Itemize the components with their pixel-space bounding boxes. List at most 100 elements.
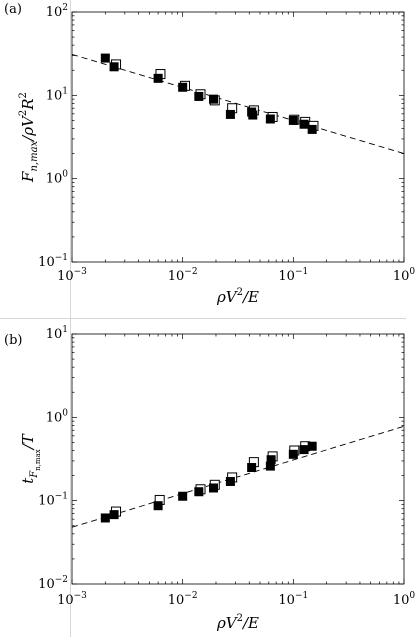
y-axis-label-tail: /T [19, 433, 37, 451]
y-axis-label-r: R [19, 98, 37, 110]
y-axis-label-main: t [19, 477, 37, 484]
panel-label: (b) [4, 333, 22, 348]
data-point-filled [153, 501, 163, 511]
panel-label: (a) [4, 2, 22, 17]
data-point-filled [288, 449, 298, 459]
x-axis-label: ρV2/E [216, 613, 259, 632]
fit-line [71, 425, 405, 528]
data-point-filled [178, 491, 188, 501]
data-point-filled [247, 463, 257, 473]
data-point-filled [307, 124, 317, 134]
y-axis-label-mid: /ρV [19, 114, 37, 143]
plot-area-frame [71, 11, 405, 263]
y-tick-label-exponent: −1 [55, 253, 68, 263]
x-axis-label-sup: 2 [237, 613, 243, 624]
x-axis-label-main: ρV [216, 614, 239, 632]
y-axis-label-sub2: n,max [34, 449, 42, 471]
data-point-filled [100, 513, 110, 523]
y-tick-label: 10−1 [38, 492, 68, 509]
y-tick-label: 10−2 [38, 575, 68, 592]
y-tick-label: 100 [46, 408, 69, 425]
panel-separator [0, 318, 406, 319]
y-axis-label-sub: n,max [29, 140, 40, 171]
panel-b-frame-edge [70, 319, 71, 637]
data-point-filled [307, 441, 317, 451]
data-point-filled [299, 119, 309, 129]
data-point-filled [100, 53, 110, 63]
x-tick-label-base: 10 [393, 269, 410, 284]
data-point-filled [225, 476, 235, 486]
y-tick-label-base: 10 [46, 172, 63, 187]
panel-a-frame-edge [70, 0, 71, 318]
data-point-filled [266, 455, 276, 465]
y-tick-label-exponent: 0 [62, 170, 68, 180]
x-axis-label-tail: /E [241, 288, 259, 306]
x-tick-label-exponent: 0 [409, 591, 415, 601]
data-point-filled [209, 483, 219, 493]
data-point-filled [194, 487, 204, 497]
y-tick-label-exponent: −1 [55, 492, 68, 502]
x-axis-label: ρV2/E [216, 287, 259, 306]
x-tick-label-exponent: −3 [74, 591, 88, 601]
x-axis-label-main: ρV [216, 288, 239, 306]
y-axis-label-sub: F [29, 470, 40, 479]
x-tick-label-base: 10 [168, 593, 185, 608]
data-point-filled [153, 73, 163, 83]
y-tick-label-exponent: −2 [55, 575, 68, 585]
x-tick-label: 10−2 [168, 591, 198, 608]
y-tick-label-exponent: 1 [62, 86, 68, 96]
y-tick-label: 100 [46, 170, 69, 187]
y-tick-label-base: 10 [46, 410, 63, 425]
y-axis-label: Fn,max/ρV2R2 [18, 92, 40, 183]
x-tick-label-base: 10 [57, 593, 74, 608]
x-tick-label: 10−1 [278, 591, 308, 608]
y-tick-label-base: 10 [46, 5, 63, 20]
x-tick-label: 10−1 [278, 267, 308, 284]
y-tick-label-base: 10 [46, 88, 63, 103]
y-tick-label: 101 [46, 325, 68, 342]
y-axis-label: tFn,max/T [19, 433, 42, 484]
x-tick-label: 10−2 [168, 267, 198, 284]
y-tick-label-exponent: 1 [62, 325, 68, 335]
x-tick-label-base: 10 [278, 593, 295, 608]
x-tick-label-exponent: −3 [74, 267, 88, 277]
data-point-filled [109, 62, 119, 72]
y-tick-label: 101 [46, 86, 68, 103]
y-tick-label-exponent: 0 [62, 408, 68, 418]
x-tick-label: 10−3 [57, 591, 87, 608]
data-point-filled [299, 445, 309, 455]
x-tick-label-exponent: 0 [409, 267, 415, 277]
y-axis-label-main: F [19, 171, 37, 183]
y-tick-label: 10−1 [38, 253, 68, 270]
x-tick-label-base: 10 [57, 269, 74, 284]
y-tick-label-base: 10 [38, 255, 55, 270]
data-point-filled [194, 91, 204, 101]
panel-a: 10−3 10−2 10−1 10010−1100101102(a)ρV2/EFn,m… [4, 2, 415, 306]
data-point-filled [288, 115, 298, 125]
data-point-filled [109, 510, 119, 520]
x-tick-label-exponent: −1 [295, 267, 308, 277]
data-point-filled [248, 110, 258, 120]
x-tick-label: 10−3 [57, 267, 87, 284]
y-tick-label-exponent: 2 [62, 3, 68, 13]
plot-area-frame [71, 333, 405, 585]
x-tick-label: 100 [393, 267, 415, 284]
fit-line [71, 53, 405, 155]
x-tick-label-base: 10 [278, 269, 295, 284]
x-tick-label: 100 [393, 591, 415, 608]
panel-b: 10−3 10−2 10−1 10010−210−1100101(b)ρV2/EtFn… [4, 325, 415, 632]
x-axis-label-sup: 2 [237, 287, 243, 298]
data-point-filled [209, 94, 219, 104]
x-tick-label-base: 10 [393, 593, 410, 608]
x-tick-label-base: 10 [168, 269, 185, 284]
y-tick-label-base: 10 [46, 327, 63, 342]
y-tick-label-base: 10 [38, 494, 55, 509]
x-tick-label-exponent: −2 [184, 591, 197, 601]
y-axis-label-sup1: 2 [18, 110, 29, 116]
data-point-filled [265, 114, 275, 124]
x-axis-label-tail: /E [241, 614, 259, 632]
y-axis-label-sup2: 2 [18, 92, 29, 98]
y-tick-label-base: 10 [38, 577, 55, 592]
data-point-filled [178, 82, 188, 92]
